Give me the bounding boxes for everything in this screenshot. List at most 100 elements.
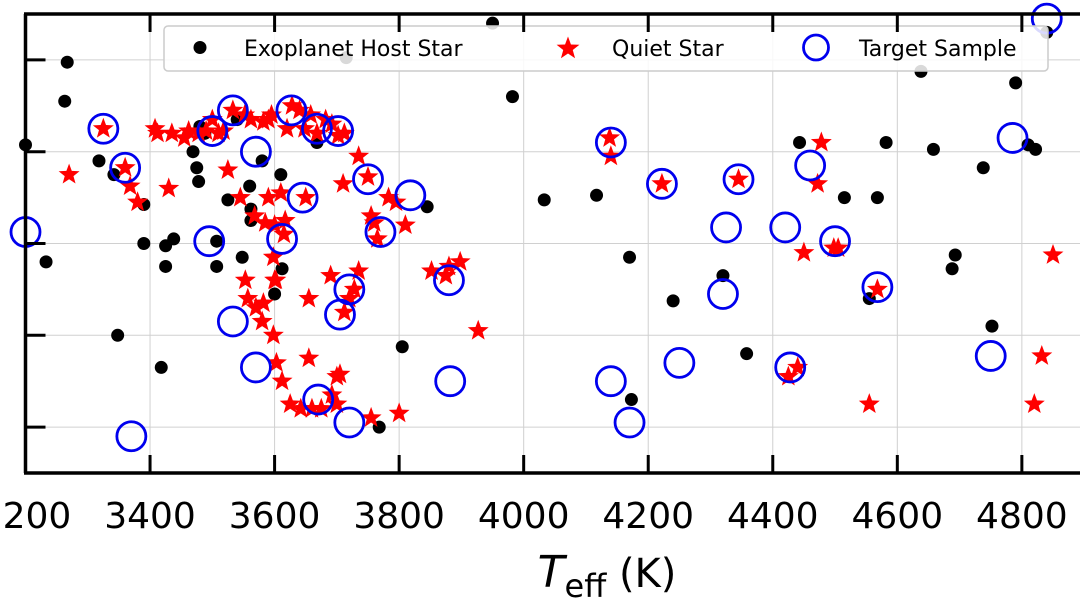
target-sample-point (594, 126, 627, 159)
quiet-star-point (234, 103, 256, 124)
quiet-star-point (245, 296, 267, 317)
quiet-star-point (266, 351, 287, 372)
host-star-point (1009, 76, 1023, 90)
target-sample-point (434, 365, 467, 398)
target-sample-point (974, 340, 1007, 372)
quiet-star-point (251, 310, 273, 331)
quiet-star-point (114, 156, 136, 177)
legend-dot-icon (193, 41, 207, 54)
target-sample-point (301, 112, 333, 145)
quiet-star-series (58, 94, 1064, 427)
quiet-star-point (158, 177, 180, 198)
quiet-star-point (279, 393, 301, 414)
host-star-point (395, 340, 409, 354)
quiet-star-point (810, 131, 832, 152)
target-sample-point (266, 223, 298, 255)
quiet-star-point (289, 99, 310, 120)
quiet-star-point (144, 117, 166, 138)
quiet-star-point (201, 108, 223, 129)
quiet-star-point (257, 186, 279, 207)
target-sample-point (594, 365, 627, 398)
quiet-star-point (229, 186, 251, 207)
quiet-star-point (360, 204, 382, 225)
host-star-point (793, 136, 807, 150)
target-sample-point (109, 151, 142, 184)
x-tick-label: 4000 (478, 496, 570, 537)
host-star-point (58, 94, 72, 108)
x-axis-title-subscript: eff (565, 567, 608, 605)
target-sample-point (663, 346, 696, 379)
quiet-star-point (449, 250, 471, 271)
quiet-star-point (147, 122, 168, 143)
quiet-star-point (281, 94, 303, 115)
x-tick-label: 3800 (353, 496, 445, 537)
target-sample-series (9, 2, 1063, 453)
target-sample-point (769, 211, 802, 244)
host-star-point (624, 393, 638, 407)
quiet-star-point (1023, 393, 1045, 414)
quiet-star-point (728, 168, 749, 189)
quiet-star-point (271, 370, 293, 391)
quiet-star-point (651, 172, 673, 193)
quiet-star-point (338, 287, 360, 308)
host-star-point (590, 188, 604, 202)
quiet-star-point (244, 204, 266, 225)
target-sample-point (710, 211, 742, 244)
host-star-point (39, 255, 53, 269)
host-star-point (210, 234, 224, 248)
x-tick-label: 4800 (976, 496, 1068, 537)
quiet-star-point (421, 260, 442, 280)
host-star-point (945, 262, 959, 276)
target-sample-point (275, 94, 308, 127)
host-star-series (19, 16, 1054, 434)
target-sample-point (433, 264, 465, 297)
target-sample-point (861, 271, 894, 304)
quiet-star-point (600, 145, 622, 166)
quiet-star-point (321, 113, 343, 134)
quiet-star-point (270, 182, 292, 202)
quiet-star-point (348, 260, 370, 280)
target-sample-point (707, 278, 739, 310)
target-sample-point (216, 305, 249, 338)
quiet-star-point (127, 191, 149, 212)
quiet-star-point (858, 393, 880, 414)
quiet-star-point (333, 122, 355, 143)
target-sample-point (333, 406, 366, 439)
host-star-point (948, 248, 962, 262)
quiet-star-point (300, 103, 322, 124)
quiet-star-point (320, 264, 342, 285)
x-axis-title: Teff (K) (538, 547, 677, 605)
host-star-point (926, 142, 940, 156)
host-star-point (243, 179, 257, 193)
quiet-star-point (363, 211, 385, 232)
quiet-star-point (294, 117, 315, 138)
quiet-star-point (208, 122, 230, 143)
quiet-star-point (217, 159, 239, 179)
quiet-star-point (58, 163, 80, 184)
quiet-star-point (274, 209, 296, 230)
quiet-star-point (240, 108, 262, 129)
quiet-star-point (295, 186, 317, 207)
quiet-star-point (119, 175, 141, 196)
host-star-point (154, 360, 168, 374)
quiet-star-point (1031, 344, 1053, 365)
x-tick-label: 4200 (602, 496, 694, 537)
host-star-point (274, 168, 288, 182)
host-star-point (837, 191, 851, 205)
target-sample-point (394, 179, 427, 212)
host-star-point (505, 90, 519, 104)
quiet-star-point (261, 103, 282, 124)
target-sample-point (646, 167, 678, 200)
quiet-star-point (793, 241, 815, 262)
quiet-star-point (378, 186, 400, 207)
host-star-point (870, 191, 884, 205)
quiet-star-point (301, 397, 323, 418)
quiet-star-point (234, 269, 256, 290)
gridlines (25, 14, 1080, 473)
quiet-star-point (366, 227, 388, 248)
quiet-star-point (92, 117, 114, 138)
host-star-point (985, 319, 999, 333)
x-tick-label: 4400 (727, 496, 819, 537)
x-axis-title-symbol: T (538, 547, 568, 598)
